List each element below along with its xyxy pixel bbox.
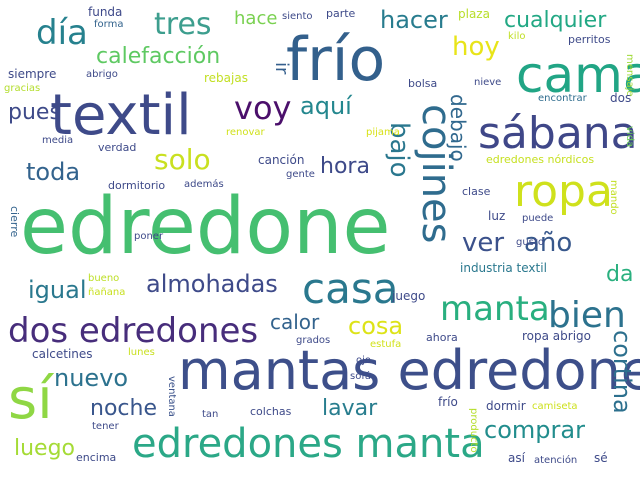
word-textil: textil: [50, 83, 192, 148]
word-ropa: ropa: [514, 166, 613, 217]
word-voy: voy: [234, 89, 292, 127]
word-si: sí: [8, 367, 53, 432]
word-casa: casa: [302, 264, 399, 313]
word-dormir: dormir: [486, 399, 526, 413]
word-aqui: aquí: [300, 92, 352, 120]
word-nieve: nieve: [474, 77, 502, 88]
word-manta: manta: [440, 289, 550, 329]
word-cama: cama: [516, 46, 640, 104]
word-industria-textil: industria textil: [460, 261, 547, 275]
word-hora: hora: [320, 154, 370, 179]
word-debajo: debajo: [446, 94, 470, 162]
word-gracias: gracias: [4, 83, 41, 94]
word-sofa: sofá: [350, 371, 371, 382]
word-luego: luego: [14, 436, 76, 461]
word-perritos: perritos: [568, 33, 611, 46]
word-vida: vida: [624, 126, 635, 148]
word-luz: luz: [488, 209, 506, 223]
word-ir: ir: [271, 62, 292, 75]
word-lunes: lunes: [128, 347, 155, 358]
word-frio: frío: [286, 25, 386, 95]
word-pues: pues: [8, 100, 61, 125]
word-edredones-manta: edredones manta: [132, 421, 485, 467]
word-verdad: verdad: [98, 141, 137, 154]
word-hoy: hoy: [452, 32, 500, 62]
word-parte: parte: [326, 7, 356, 20]
word-edredones-nordicos: edredones nórdicos: [486, 153, 595, 166]
word-cualquier: cualquier: [504, 8, 607, 33]
word-producto: producto: [468, 408, 479, 453]
word-comprar: comprar: [484, 416, 585, 444]
word-asi: así: [508, 451, 525, 465]
word-dos: dos: [610, 91, 632, 105]
word-siento: siento: [282, 11, 313, 22]
word-funda: funda: [88, 5, 123, 19]
word-da: da: [606, 262, 634, 287]
word-kilo: kilo: [508, 31, 526, 42]
word-ver: ver: [462, 228, 505, 258]
word-bolsa: bolsa: [408, 77, 438, 90]
word-colchas: colchas: [250, 405, 292, 418]
word-plaza: plaza: [458, 7, 490, 21]
word-tres: tres: [154, 7, 212, 42]
word-solo: solo: [154, 143, 211, 176]
word-tan: tan: [202, 409, 219, 420]
word-dos-edredones: dos edredones: [8, 311, 259, 351]
word-puede: puede: [522, 213, 554, 224]
word-bueno: bueno: [88, 273, 120, 284]
word-nanana: ñañana: [88, 287, 126, 298]
word-estufa: estufa: [370, 339, 402, 350]
word-se: sé: [594, 451, 608, 465]
word-encontrar: encontrar: [538, 93, 587, 104]
word-sabana: sábana: [478, 108, 638, 159]
word-poner: poner: [134, 231, 164, 242]
word-camiseta: camiseta: [532, 401, 578, 412]
word-ventana: ventana: [166, 376, 177, 417]
word-almohadas: almohadas: [146, 270, 278, 298]
word-pijama: pijama: [366, 127, 400, 138]
word-frio-small: frío: [438, 395, 458, 409]
word-cortina: cortina: [608, 330, 636, 414]
word-gusto: gusto: [516, 237, 544, 248]
word-ano: año: [524, 228, 573, 258]
word-calor: calor: [270, 310, 320, 334]
word-dormitorio: dormitorio: [108, 179, 166, 192]
word-media: media: [42, 135, 74, 146]
word-gente: gente: [286, 169, 315, 180]
word-atencion: atención: [534, 455, 578, 466]
word-rebajas: rebajas: [204, 71, 248, 85]
word-forma: forma: [94, 19, 124, 30]
word-cosa: cosa: [348, 312, 404, 340]
word-renovar: renovar: [226, 127, 265, 138]
word-edredone: edredone: [20, 182, 391, 272]
word-ropa-abrigo: ropa abrigo: [522, 329, 591, 343]
word-abrigo: abrigo: [86, 69, 118, 80]
word-nuevo: nuevo: [54, 364, 129, 392]
word-calcetines: calcetines: [32, 347, 93, 361]
word-siempre: siempre: [8, 67, 57, 81]
word-clase: clase: [462, 185, 491, 198]
word-cancion: canción: [258, 153, 305, 167]
word-ahora: ahora: [426, 331, 458, 344]
word-grados: grados: [296, 335, 331, 346]
word-juego: juego: [392, 289, 426, 303]
word-hacer: hacer: [380, 6, 448, 34]
word-mando: mando: [608, 180, 619, 215]
word-lavar: lavar: [322, 396, 378, 421]
word-dia: día: [36, 13, 88, 53]
word-tener: tener: [92, 421, 119, 432]
word-ademas: además: [184, 179, 224, 190]
word-toda: toda: [26, 158, 81, 186]
word-cierre: cierre: [8, 206, 21, 238]
word-bien: bien: [548, 295, 626, 336]
word-calefaccion: calefacción: [96, 44, 221, 69]
word-ojo: ojo: [356, 355, 372, 366]
word-hace: hace: [234, 8, 278, 29]
word-noche: noche: [90, 396, 157, 421]
word-igual: igual: [28, 276, 87, 304]
word-mantas-edredone: mantas edredone: [178, 339, 640, 402]
word-encima: encima: [76, 451, 117, 464]
